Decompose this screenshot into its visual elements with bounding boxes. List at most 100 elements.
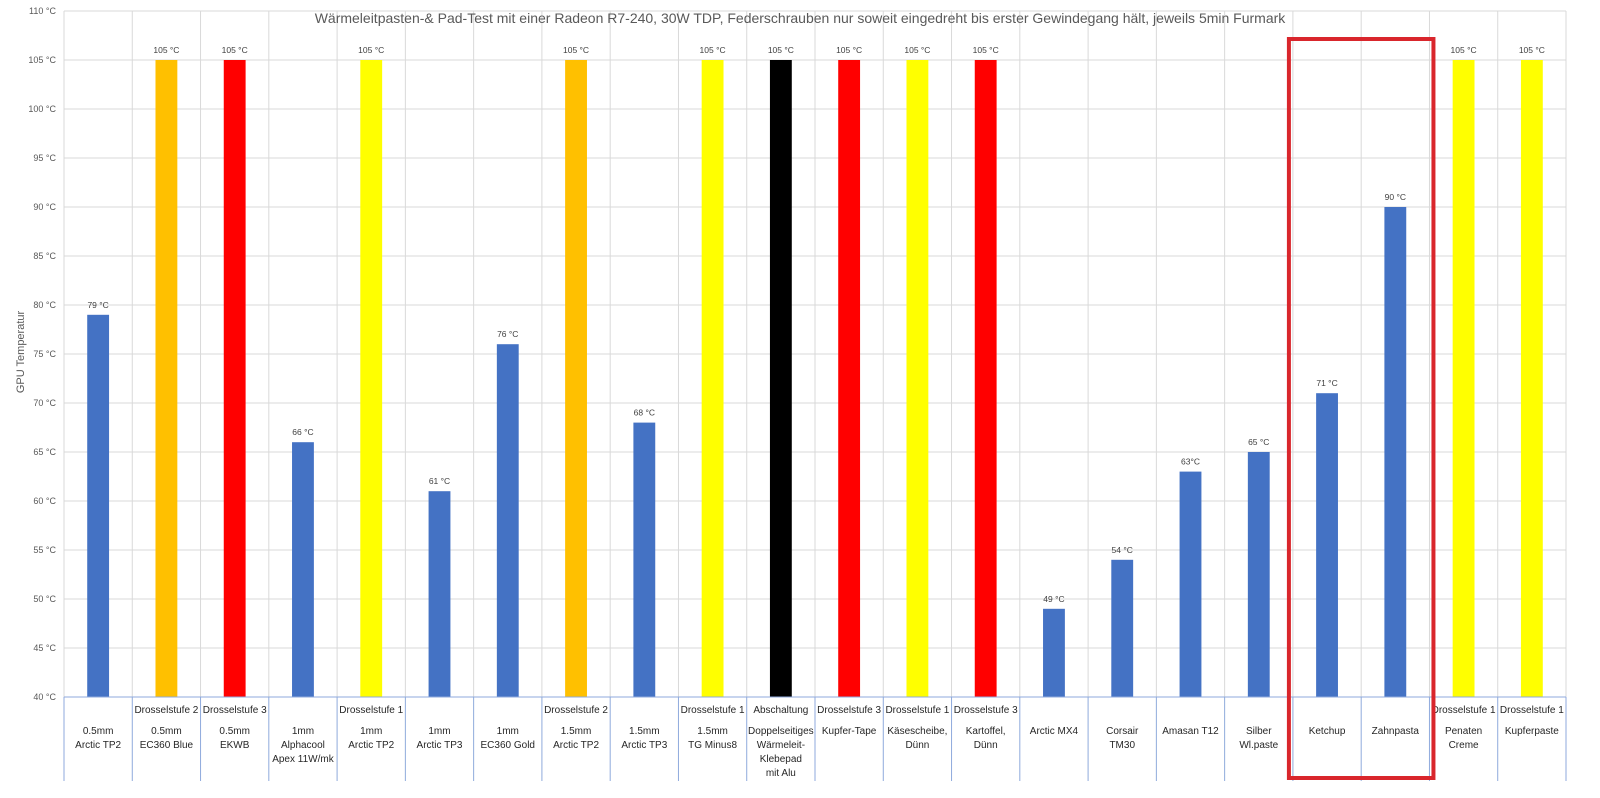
category-label: Apex 11W/mk xyxy=(272,754,334,765)
y-tick-label: 65 °C xyxy=(33,447,56,457)
data-label: 49 °C xyxy=(1043,594,1064,604)
category-label: Arctic TP3 xyxy=(621,740,667,751)
category-label: Wl.paste xyxy=(1239,740,1278,751)
category-label: Amasan T12 xyxy=(1162,726,1219,737)
data-label: 90 °C xyxy=(1385,192,1406,202)
category-label: Kupfer-Tape xyxy=(822,726,877,737)
category-label: Penaten xyxy=(1445,726,1482,737)
y-tick-label: 60 °C xyxy=(33,496,56,506)
y-tick-label: 55 °C xyxy=(33,545,56,555)
category-label: Alphacool xyxy=(281,740,325,751)
bar xyxy=(1247,452,1270,697)
category-status-label: Drosselstufe 1 xyxy=(885,705,949,716)
category-label: Wärmeleit- xyxy=(757,740,805,751)
bar xyxy=(1384,207,1407,697)
y-tick-label: 100 °C xyxy=(28,104,56,114)
category-label: Arctic TP2 xyxy=(553,740,599,751)
data-label: 105 °C xyxy=(1519,45,1545,55)
category-label: Arctic TP2 xyxy=(75,740,121,751)
category-status-label: Drosselstufe 1 xyxy=(681,705,745,716)
category-label: 0.5mm xyxy=(83,726,114,737)
category-label: Silber xyxy=(1246,726,1272,737)
y-tick-label: 85 °C xyxy=(33,251,56,261)
data-label: 76 °C xyxy=(497,329,518,339)
category-label: EC360 Gold xyxy=(481,740,535,751)
bar xyxy=(360,60,383,697)
gridlines xyxy=(63,10,1567,698)
category-label: TM30 xyxy=(1109,740,1135,751)
y-tick-label: 70 °C xyxy=(33,398,56,408)
bar xyxy=(838,60,861,697)
category-status-label: Drosselstufe 3 xyxy=(954,705,1018,716)
category-label: Ketchup xyxy=(1309,726,1346,737)
data-label: 105 °C xyxy=(563,45,589,55)
bar xyxy=(428,491,451,697)
y-tick-label: 110 °C xyxy=(29,6,56,16)
category-status-label: Abschaltung xyxy=(753,705,808,716)
bar xyxy=(701,60,724,697)
category-label: EC360 Blue xyxy=(140,740,194,751)
y-axis: 40 °C 45 °C 50 °C 55 °C 60 °C 65 °C 70 °C 75 °C… xyxy=(28,6,56,702)
data-label: 65 °C xyxy=(1248,437,1269,447)
category-label: Arctic TP3 xyxy=(417,740,463,751)
data-label: 61 °C xyxy=(429,476,450,486)
bar xyxy=(1452,60,1475,697)
category-label: Kupferpaste xyxy=(1505,726,1559,737)
category-status-label: Drosselstufe 1 xyxy=(1500,705,1564,716)
data-label: 105 °C xyxy=(222,45,248,55)
category-label: EKWB xyxy=(220,740,250,751)
bar xyxy=(1111,559,1134,697)
bar xyxy=(1043,608,1065,697)
highlight-rectangle xyxy=(1286,37,1436,780)
bar xyxy=(1316,393,1338,697)
category-label: Dünn xyxy=(974,740,998,751)
category-label: 1mm xyxy=(292,726,314,737)
bar xyxy=(496,344,519,697)
bar xyxy=(1520,60,1543,697)
y-tick-label: 45 °C xyxy=(33,643,56,653)
category-label: Doppelseitiges xyxy=(748,726,814,737)
category-label: Creme xyxy=(1449,740,1479,751)
chart-title: Wärmeleitpasten-& Pad-Test mit einer Rad… xyxy=(315,10,1287,26)
category-label: TG Minus8 xyxy=(688,740,737,751)
y-tick-label: 50 °C xyxy=(33,594,56,604)
category-label: 1mm xyxy=(360,726,382,737)
y-tick-label: 40 °C xyxy=(33,692,56,702)
category-status-label: Drosselstufe 1 xyxy=(339,705,403,716)
data-label: 63°C xyxy=(1181,457,1200,467)
bar xyxy=(1179,471,1202,697)
category-label: Klebepad xyxy=(760,754,802,765)
data-label: 68 °C xyxy=(634,408,655,418)
category-label: 1mm xyxy=(497,726,519,737)
category-label: Corsair xyxy=(1106,726,1139,737)
y-tick-label: 95 °C xyxy=(33,153,56,163)
bar xyxy=(769,60,792,697)
category-status-label: Drosselstufe 1 xyxy=(1432,705,1496,716)
data-label: 105 °C xyxy=(358,45,384,55)
bar xyxy=(223,60,246,697)
bar xyxy=(565,60,587,697)
data-label: 105 °C xyxy=(768,45,794,55)
bar xyxy=(906,60,929,697)
y-tick-label: 90 °C xyxy=(33,202,56,212)
data-label: 105 °C xyxy=(153,45,179,55)
bar xyxy=(292,442,314,697)
data-label: 105 °C xyxy=(904,45,930,55)
category-label: Käsescheibe, xyxy=(887,726,947,737)
category-label: Dünn xyxy=(905,740,929,751)
data-label: 105 °C xyxy=(836,45,862,55)
bars xyxy=(87,60,1543,697)
category-status-label: Drosselstufe 2 xyxy=(544,705,608,716)
category-status-label: Drosselstufe 3 xyxy=(203,705,267,716)
bar xyxy=(974,60,997,697)
data-label: 66 °C xyxy=(292,427,313,437)
data-label: 105 °C xyxy=(700,45,726,55)
bar xyxy=(633,422,656,697)
data-label: 105 °C xyxy=(973,45,999,55)
y-tick-label: 80 °C xyxy=(33,300,56,310)
data-label: 54 °C xyxy=(1112,545,1133,555)
data-label: 71 °C xyxy=(1316,378,1337,388)
category-table: 0.5mm Arctic TP2 Drosselstufe 2 0.5mm EC360 … xyxy=(63,696,1567,781)
highlight-box xyxy=(1286,37,1436,780)
category-label: Zahnpasta xyxy=(1372,726,1420,737)
